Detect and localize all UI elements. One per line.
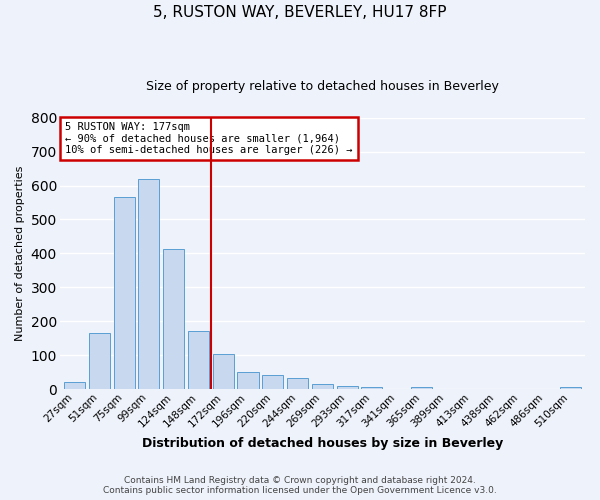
Bar	[361, 386, 382, 389]
Bar	[287, 378, 308, 389]
Y-axis label: Number of detached properties: Number of detached properties	[15, 166, 25, 341]
Bar	[113, 198, 134, 389]
Text: Contains HM Land Registry data © Crown copyright and database right 2024.
Contai: Contains HM Land Registry data © Crown c…	[103, 476, 497, 495]
Bar	[411, 388, 432, 389]
Bar	[560, 386, 581, 389]
Bar	[64, 382, 85, 389]
Bar	[213, 354, 234, 389]
Bar	[337, 386, 358, 389]
X-axis label: Distribution of detached houses by size in Beverley: Distribution of detached houses by size …	[142, 437, 503, 450]
Bar	[163, 249, 184, 389]
Text: 5 RUSTON WAY: 177sqm
← 90% of detached houses are smaller (1,964)
10% of semi-de: 5 RUSTON WAY: 177sqm ← 90% of detached h…	[65, 122, 352, 155]
Bar	[312, 384, 333, 389]
Text: 5, RUSTON WAY, BEVERLEY, HU17 8FP: 5, RUSTON WAY, BEVERLEY, HU17 8FP	[153, 5, 447, 20]
Bar	[262, 376, 283, 389]
Title: Size of property relative to detached houses in Beverley: Size of property relative to detached ho…	[146, 80, 499, 93]
Bar	[238, 372, 259, 389]
Bar	[89, 333, 110, 389]
Bar	[188, 332, 209, 389]
Bar	[139, 179, 160, 389]
